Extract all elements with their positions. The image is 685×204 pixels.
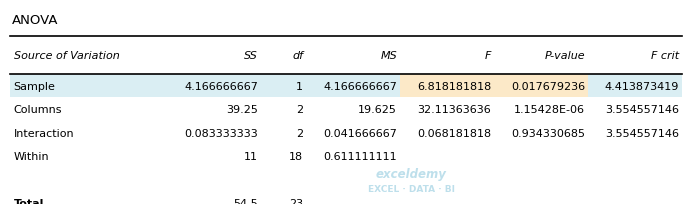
Text: P-value: P-value [545,51,585,61]
Text: ANOVA: ANOVA [12,14,58,27]
Text: exceldemy: exceldemy [375,167,447,180]
Text: 1: 1 [296,81,303,91]
Text: Source of Variation: Source of Variation [14,51,119,61]
Text: 4.413873419: 4.413873419 [604,81,679,91]
Text: Within: Within [14,152,49,162]
Text: df: df [292,51,303,61]
Text: 1.15428E-06: 1.15428E-06 [514,105,585,115]
Text: 23: 23 [289,198,303,204]
Bar [400,74,494,98]
Text: 4.166666667: 4.166666667 [184,81,258,91]
Text: 0.611111111: 0.611111111 [323,152,397,162]
Text: EXCEL · DATA · BI: EXCEL · DATA · BI [367,184,455,193]
Text: 11: 11 [244,152,258,162]
Text: Sample: Sample [14,81,55,91]
Text: Columns: Columns [14,105,62,115]
Text: 0.041666667: 0.041666667 [323,128,397,138]
Text: Total: Total [14,198,44,204]
Text: 0.934330685: 0.934330685 [511,128,585,138]
Text: 32.11363636: 32.11363636 [417,105,491,115]
Text: 4.166666667: 4.166666667 [323,81,397,91]
Bar [588,74,682,98]
Text: 18: 18 [289,152,303,162]
Text: 54.5: 54.5 [233,198,258,204]
Text: Interaction: Interaction [14,128,75,138]
Text: 2: 2 [296,128,303,138]
Bar [494,74,588,98]
Text: 6.818181818: 6.818181818 [416,81,491,91]
Text: 0.083333333: 0.083333333 [184,128,258,138]
Text: F crit: F crit [651,51,679,61]
Text: 39.25: 39.25 [226,105,258,115]
Text: SS: SS [244,51,258,61]
Text: 2: 2 [296,105,303,115]
Text: 0.017679236: 0.017679236 [511,81,585,91]
Text: 0.068181818: 0.068181818 [417,128,491,138]
Text: F: F [484,51,491,61]
Text: 3.554557146: 3.554557146 [605,105,679,115]
Text: 19.625: 19.625 [358,105,397,115]
Text: 3.554557146: 3.554557146 [605,128,679,138]
Bar [10,74,682,98]
Text: MS: MS [380,51,397,61]
